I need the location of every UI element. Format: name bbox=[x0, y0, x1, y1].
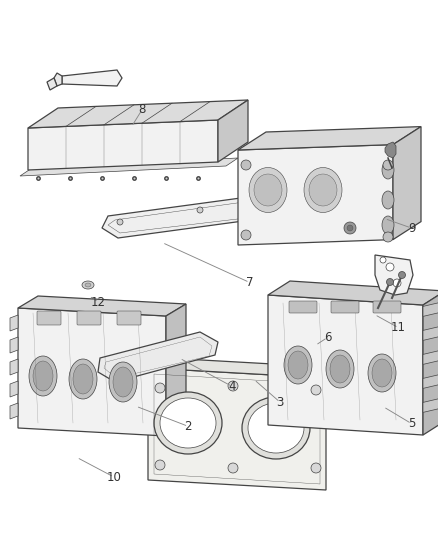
FancyBboxPatch shape bbox=[289, 301, 317, 313]
Ellipse shape bbox=[73, 364, 93, 394]
Circle shape bbox=[155, 460, 165, 470]
Circle shape bbox=[287, 205, 293, 211]
Polygon shape bbox=[393, 127, 421, 240]
FancyBboxPatch shape bbox=[117, 311, 141, 325]
Circle shape bbox=[393, 279, 401, 287]
Ellipse shape bbox=[326, 350, 354, 388]
Ellipse shape bbox=[242, 397, 310, 459]
Text: 7: 7 bbox=[246, 276, 254, 289]
Polygon shape bbox=[423, 324, 438, 341]
Text: 10: 10 bbox=[106, 471, 121, 483]
Ellipse shape bbox=[382, 191, 394, 209]
Circle shape bbox=[399, 271, 406, 279]
Polygon shape bbox=[238, 127, 421, 150]
Polygon shape bbox=[268, 281, 438, 305]
Polygon shape bbox=[98, 332, 218, 382]
Text: 12: 12 bbox=[91, 296, 106, 309]
Polygon shape bbox=[18, 296, 186, 316]
Polygon shape bbox=[423, 372, 438, 389]
Polygon shape bbox=[10, 337, 18, 353]
Text: 4: 4 bbox=[228, 380, 236, 393]
Ellipse shape bbox=[372, 359, 392, 387]
Polygon shape bbox=[238, 144, 393, 245]
Ellipse shape bbox=[29, 356, 57, 396]
Ellipse shape bbox=[160, 398, 216, 448]
Ellipse shape bbox=[82, 281, 94, 289]
Text: 11: 11 bbox=[391, 321, 406, 334]
Text: 8: 8 bbox=[139, 103, 146, 116]
Text: 9: 9 bbox=[408, 222, 416, 235]
Ellipse shape bbox=[69, 359, 97, 399]
Polygon shape bbox=[375, 255, 413, 295]
Ellipse shape bbox=[382, 216, 394, 234]
Ellipse shape bbox=[249, 167, 287, 213]
Circle shape bbox=[117, 219, 123, 225]
Polygon shape bbox=[20, 158, 238, 176]
Ellipse shape bbox=[368, 354, 396, 392]
Circle shape bbox=[228, 381, 238, 391]
Polygon shape bbox=[28, 100, 248, 128]
Polygon shape bbox=[47, 78, 57, 90]
Text: 2: 2 bbox=[184, 420, 192, 433]
Circle shape bbox=[241, 160, 251, 170]
Polygon shape bbox=[218, 100, 248, 162]
Ellipse shape bbox=[154, 392, 222, 454]
Circle shape bbox=[311, 463, 321, 473]
Ellipse shape bbox=[309, 174, 337, 206]
Text: 6: 6 bbox=[324, 331, 332, 344]
Ellipse shape bbox=[113, 367, 133, 397]
Polygon shape bbox=[10, 381, 18, 397]
Polygon shape bbox=[102, 192, 302, 238]
Polygon shape bbox=[28, 120, 218, 170]
Circle shape bbox=[197, 207, 203, 213]
Circle shape bbox=[347, 225, 353, 231]
Text: 3: 3 bbox=[277, 396, 284, 409]
Circle shape bbox=[386, 279, 393, 286]
Circle shape bbox=[383, 160, 393, 170]
Polygon shape bbox=[10, 315, 18, 331]
FancyBboxPatch shape bbox=[77, 311, 101, 325]
Circle shape bbox=[311, 385, 321, 395]
Ellipse shape bbox=[284, 346, 312, 384]
Circle shape bbox=[277, 197, 283, 203]
Ellipse shape bbox=[330, 355, 350, 383]
FancyBboxPatch shape bbox=[331, 301, 359, 313]
Polygon shape bbox=[148, 368, 326, 490]
Ellipse shape bbox=[109, 362, 137, 402]
FancyBboxPatch shape bbox=[373, 301, 401, 313]
Ellipse shape bbox=[254, 174, 282, 206]
Polygon shape bbox=[54, 73, 62, 86]
Ellipse shape bbox=[304, 167, 342, 213]
Polygon shape bbox=[10, 359, 18, 375]
Circle shape bbox=[228, 463, 238, 473]
Polygon shape bbox=[62, 70, 122, 86]
Circle shape bbox=[380, 257, 386, 263]
Circle shape bbox=[383, 232, 393, 242]
Circle shape bbox=[241, 230, 251, 240]
Text: 5: 5 bbox=[408, 417, 415, 430]
Polygon shape bbox=[166, 304, 186, 436]
Polygon shape bbox=[385, 142, 396, 158]
Circle shape bbox=[344, 222, 356, 234]
Ellipse shape bbox=[248, 403, 304, 453]
Polygon shape bbox=[148, 358, 344, 378]
Circle shape bbox=[386, 263, 394, 271]
Ellipse shape bbox=[85, 283, 91, 287]
FancyBboxPatch shape bbox=[37, 311, 61, 325]
Ellipse shape bbox=[288, 351, 308, 379]
Polygon shape bbox=[423, 395, 438, 413]
Polygon shape bbox=[423, 348, 438, 365]
Polygon shape bbox=[268, 295, 423, 435]
Ellipse shape bbox=[382, 161, 394, 179]
Polygon shape bbox=[10, 403, 18, 419]
Ellipse shape bbox=[33, 361, 53, 391]
Polygon shape bbox=[18, 308, 166, 436]
Circle shape bbox=[155, 383, 165, 393]
Polygon shape bbox=[423, 291, 438, 435]
Polygon shape bbox=[423, 300, 438, 317]
